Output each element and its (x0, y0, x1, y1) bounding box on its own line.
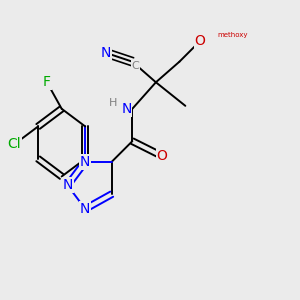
Text: O: O (195, 34, 206, 48)
Text: O: O (156, 149, 167, 163)
Text: N: N (80, 202, 90, 216)
Text: C: C (131, 61, 139, 71)
Text: Cl: Cl (8, 137, 21, 151)
Text: F: F (43, 75, 51, 89)
Text: H: H (109, 98, 117, 108)
Text: N: N (100, 46, 111, 60)
Text: N: N (80, 155, 90, 169)
Text: methoxy: methoxy (218, 32, 248, 38)
Text: N: N (62, 178, 73, 192)
Text: N: N (121, 102, 132, 116)
